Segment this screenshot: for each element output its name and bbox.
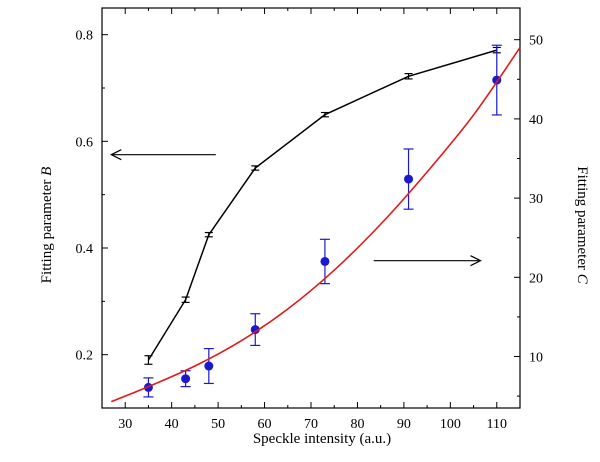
plot-area: 30 40 50 60 70 80 90 100 110 0.2 0.4 0.6 0.8 10 20 30 40… (76, 7, 543, 432)
plot-frame (101, 7, 521, 409)
x-tick-label: 30 (118, 417, 132, 432)
y-left-tick-label: 0.2 (76, 349, 94, 364)
y-right-tick-label: 30 (529, 192, 543, 207)
y-left-tick-label: 0.8 (76, 29, 94, 44)
arrow-left-head (109, 149, 122, 161)
x-axis-label: Speckle intensity (a.u.) (253, 431, 391, 447)
arrow-right-head (470, 255, 482, 267)
x-tick-label: 100 (440, 417, 461, 432)
series-c-point (181, 374, 191, 384)
y-right-axis-label: Fitting parameter C (574, 166, 590, 284)
series-c-point (404, 174, 414, 184)
series-c-point (320, 256, 330, 266)
series-c-point (250, 325, 260, 335)
x-tick-label: 90 (397, 417, 411, 432)
x-tick-label: 110 (487, 417, 507, 432)
y-right-tick-label: 50 (529, 34, 543, 49)
y-right-tick-label: 40 (529, 113, 543, 128)
y-left-tick-label: 0.6 (76, 135, 94, 150)
y-right-tick-label: 10 (529, 351, 543, 366)
x-tick-label: 50 (211, 417, 225, 432)
x-tick-label: 80 (350, 417, 364, 432)
y-left-tick-label: 0.4 (76, 242, 94, 257)
x-tick-label: 70 (304, 417, 318, 432)
x-tick-label: 40 (165, 417, 179, 432)
y-right-tick-label: 20 (529, 271, 543, 286)
fit-curve-red (110, 47, 521, 403)
y-left-axis-label: Fitting parameter B (39, 167, 55, 284)
series-c-point (204, 361, 214, 371)
x-tick-label: 60 (258, 417, 272, 432)
series-b-line (147, 49, 497, 361)
